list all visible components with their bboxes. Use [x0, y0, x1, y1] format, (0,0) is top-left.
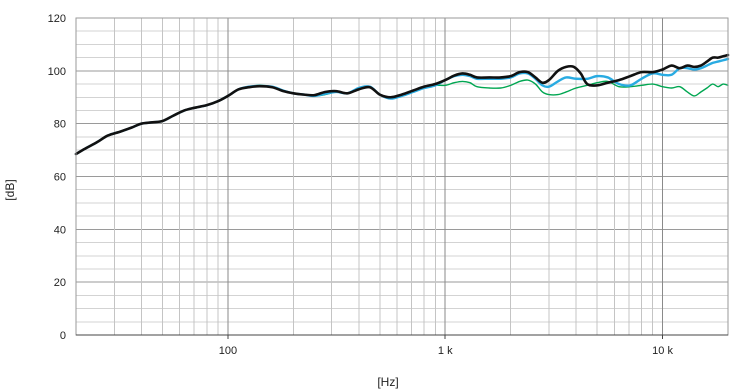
series-line-blue: [74, 57, 730, 156]
x-tick-label: 10 k: [652, 345, 673, 357]
y-tick-label: 60: [54, 172, 66, 184]
y-tick-label: 0: [60, 330, 66, 342]
series-line-green: [75, 79, 729, 155]
x-tick-label: 100: [219, 345, 237, 357]
x-axis-label: [Hz]: [377, 375, 398, 389]
y-tick-label: 100: [48, 66, 66, 78]
grid-layer: [75, 17, 729, 336]
x-tick-label: 1 k: [438, 345, 453, 357]
y-tick-label: 20: [54, 277, 66, 289]
y-tick-label: 80: [54, 119, 66, 131]
y-tick-label: 40: [54, 224, 66, 236]
series-line-black: [74, 53, 730, 156]
y-tick-label: 120: [48, 13, 66, 25]
series-layer: [74, 53, 730, 156]
y-axis-label: [dB]: [3, 179, 17, 200]
axis-layer: 0 20 40 60 80 100 120 100 1 k 10 k: [48, 13, 729, 357]
